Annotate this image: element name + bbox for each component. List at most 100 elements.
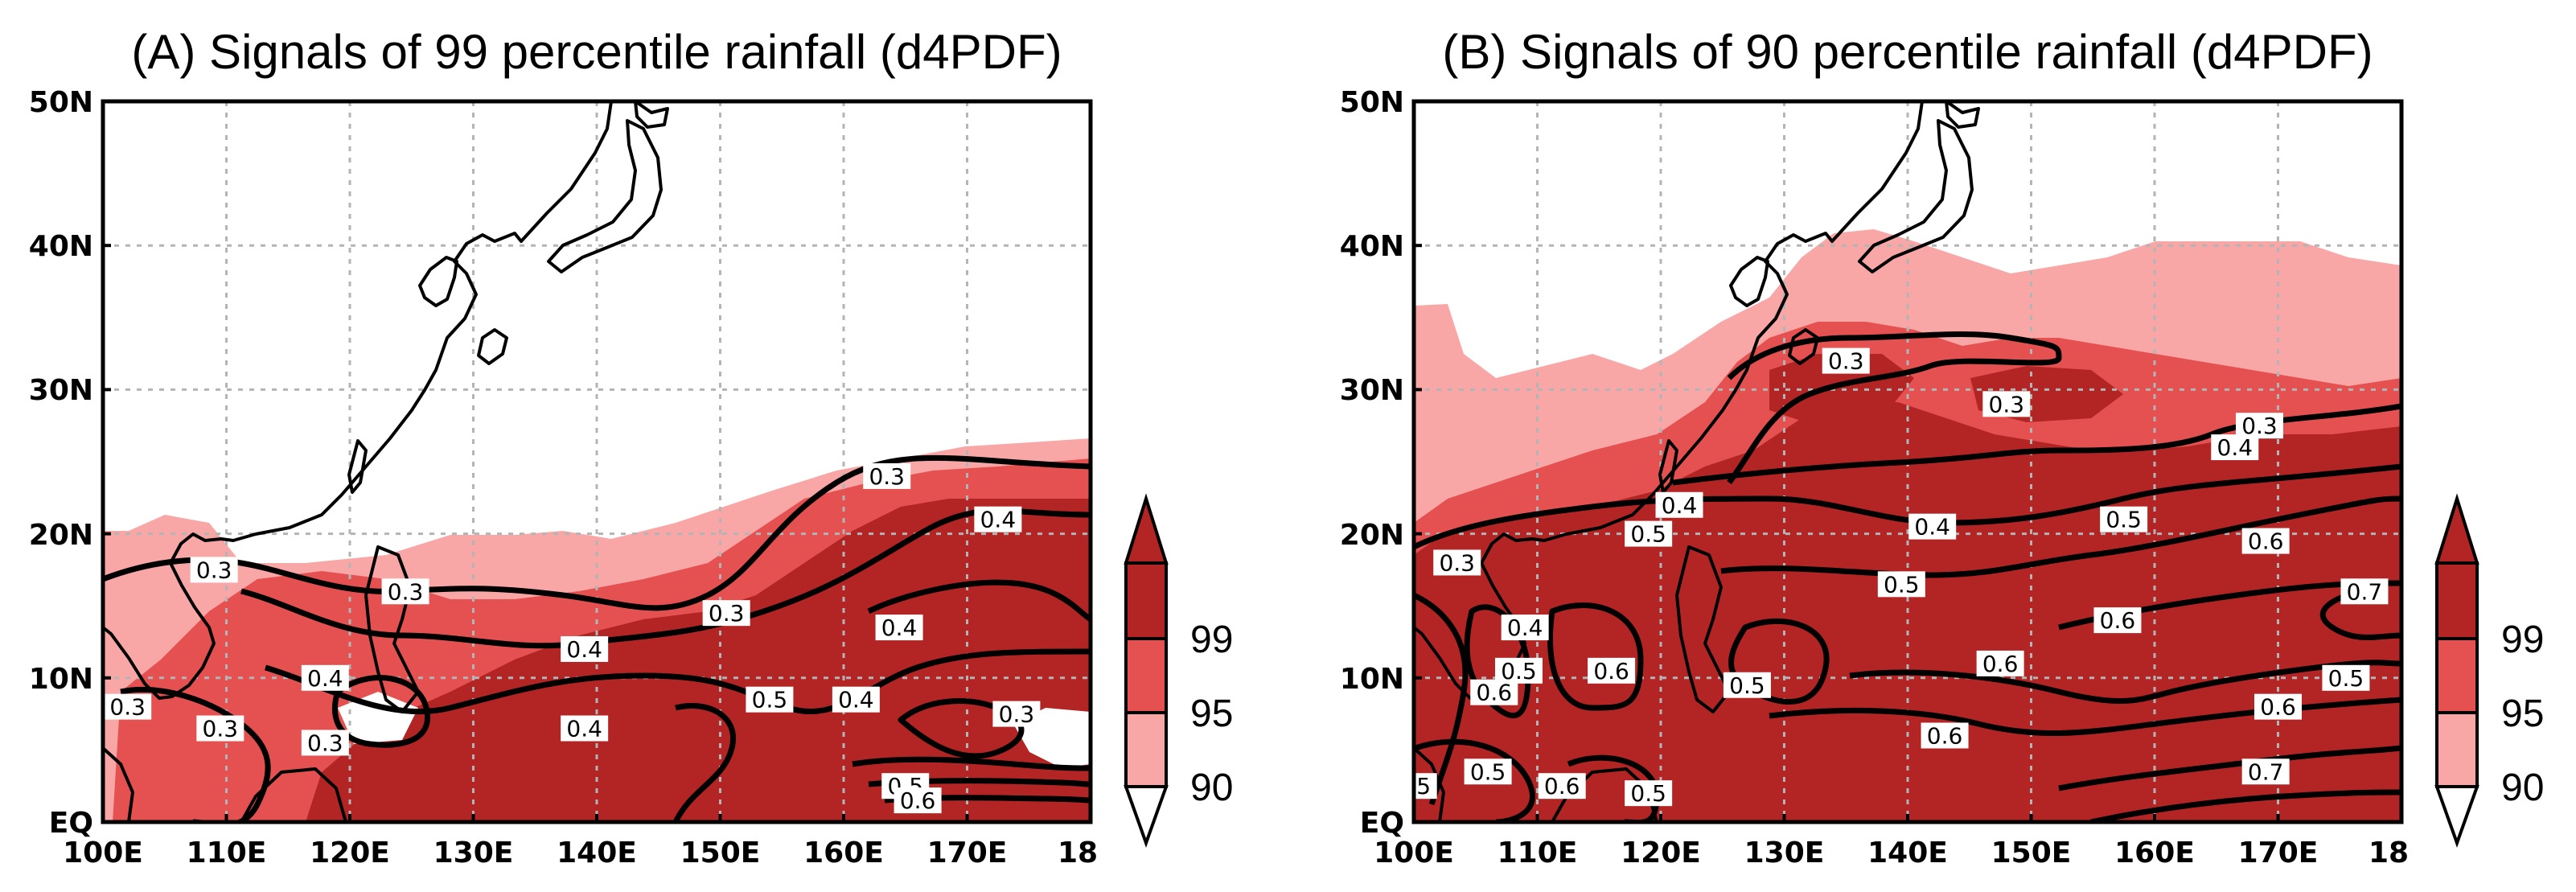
borneo-coastline [240,767,347,822]
contour-label-background [863,462,911,489]
contour-label-background [894,787,942,814]
y-tick-label: EQ [49,807,93,840]
contour-line [672,702,736,822]
contour-label-background [1433,549,1481,576]
contour-line [867,579,1091,622]
contour-label: 0.3 [1828,348,1864,375]
y-tick-label: 40N [29,230,93,263]
y-tick-label: 50N [1340,86,1404,119]
contour-label-background [196,715,244,742]
contour-label-background [2254,693,2302,720]
contour-label: 0.7 [2347,578,2383,605]
contour-label-background [875,615,923,641]
colorbar-label: 95 [1190,693,1233,735]
panel-b-contour-labels: 0.30.30.30.40.40.5 0.4 0.50.60.30.5 0.70.4 0… [1409,347,2389,807]
panel-a-colorbar: 99 95 90 [1124,493,1233,848]
contour-label: 0.3 [1439,549,1475,576]
y-tick-label: 20N [1340,519,1404,552]
contour-label: 0.4 [566,636,602,663]
contour-line [1849,660,2401,704]
colorbar-label: 95 [2501,693,2544,735]
y-tick-label: 40N [1340,230,1404,263]
panel-a: (A) Signals of 99 percentile rainfall (d… [29,25,1234,869]
contour-label-background [702,600,750,627]
hokkaido-coastline [634,101,669,129]
contour-label: 0.4 [838,687,874,713]
triangle-up-icon [1124,493,1169,565]
korea-coastline [418,256,458,307]
contour-line [1414,592,1469,806]
x-tick-label: 120E [1621,837,1701,869]
x-tick-label: 170E [927,837,1008,869]
x-tick-label: 140E [1867,837,1948,869]
triangle-down-icon [1124,785,1169,848]
contour-label: 0.5 [1630,780,1666,807]
contour-label: 0.4 [307,665,343,692]
x-tick-label: 100E [63,837,143,869]
contour-label-background [974,506,1022,532]
contour-label-background [2093,607,2142,634]
panel-a-plot-area: 0.3 0.3 0.3 0.3 0.4 0.4 0.4 0.4 0.5 0.4 0.3 0.3 0.3 0… [103,101,1091,822]
x-tick-label: 150E [680,837,761,869]
contour-line [1414,463,2401,550]
colorbar-label: 90 [2501,767,2544,809]
contour-label-background [1655,491,1703,518]
colorbar-label: 99 [1190,619,1233,661]
contour-label: 0.3 [388,578,424,605]
colorbar-label: 90 [1190,767,1233,809]
x-tick-label: 130E [433,837,514,869]
contour-label: 0.3 [109,694,146,721]
colorbar-segment-95 [2435,637,2479,714]
y-tick-label: 10N [1340,663,1404,696]
contour-label: 0.5 [2106,507,2142,533]
x-tick-label: 110E [187,837,267,869]
contour-line [898,698,1025,759]
contour-label-background [381,578,429,605]
contour-label: 0.6 [2100,607,2136,634]
x-tick-label: 110E [1498,837,1578,869]
sumatra-coastline [103,746,134,822]
colorbar-segment-90 [1124,711,1168,788]
contour-label: 0.5 [1470,758,1506,785]
contour-label-background [1538,773,1586,800]
contour-line [1727,331,2062,485]
contour-label-background [2100,506,2148,532]
colorbar-segment-99 [1124,561,1168,640]
contour-label-background [561,635,609,662]
contour-line [1720,495,2401,578]
colorbar-label: 99 [2501,619,2544,661]
y-tick-label: 30N [1340,374,1404,407]
colorbar-segment-99 [2435,561,2479,640]
japan-honshu-coastline [1858,119,1974,273]
shading-gap [338,692,418,744]
contour-label: 0.5 [1884,571,1920,598]
contour-label: 0.4 [881,615,918,641]
contour-label: 0.3 [869,463,905,490]
contour-label: 0.4 [1507,615,1543,641]
contour-label-background [832,686,880,713]
y-tick-label: 50N [29,86,93,119]
panel-b-plot-area: 0.30.30.30.40.40.5 0.4 0.50.60.30.5 0.70.4 0… [1409,101,2401,822]
contour-label: 0.7 [2248,758,2284,785]
contour-label-background [190,557,238,583]
contour-label-background [2235,413,2283,439]
x-tick-label: 100E [1374,837,1454,869]
contour-line [120,686,271,822]
y-tick-label: 20N [29,519,93,552]
contour-label-background [2322,664,2370,691]
contour-label: .5 [1409,773,1431,800]
contour-label: 0.6 [1544,773,1580,800]
panel-b-y-axis: 50N 40N 30N 20N 10N EQ [1340,86,1422,840]
y-tick-label: 10N [29,663,93,696]
x-tick-label: 160E [803,837,884,869]
panel-b-title: (B) Signals of 90 percentile rainfall (d… [1442,25,2373,79]
contour-label: 0.4 [1914,514,1950,541]
contour-label: 0.4 [980,507,1017,533]
contour-line [1547,602,1644,711]
shading-99-region [306,499,1091,822]
contour-label-background [746,686,794,713]
contour-label-background [2241,758,2290,785]
x-tick-label: 140E [557,837,637,869]
contour-label: 0.5 [752,687,788,713]
